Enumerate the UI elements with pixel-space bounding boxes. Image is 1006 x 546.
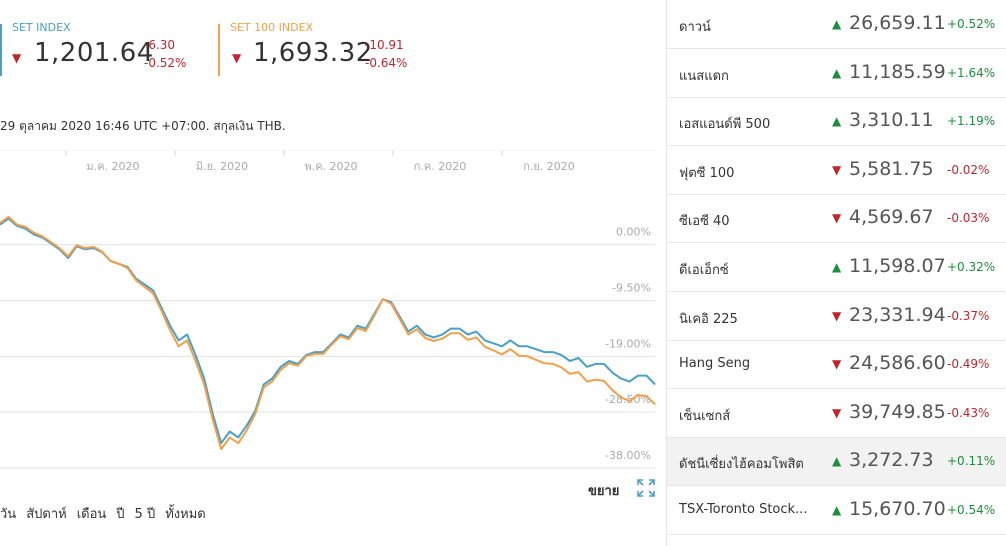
down-arrow-icon: ▼ xyxy=(832,308,842,323)
market-change-pct: +1.19% xyxy=(947,114,996,129)
market-change-pct: +0.54% xyxy=(947,503,996,517)
up-arrow-icon: ▲ xyxy=(832,114,842,129)
market-name: TSX-Toronto Stock... xyxy=(679,502,808,517)
x-tick-label: ม.ค. 2020 xyxy=(86,160,139,173)
market-value: 15,670.70 xyxy=(849,498,946,520)
expand-button[interactable]: ขยาย xyxy=(588,484,620,499)
market-name: ดัชนีเซี่ยงไฮ้คอมโพสิต xyxy=(679,457,804,473)
set-index-name: SET INDEX xyxy=(12,21,71,34)
market-value: 3,272.73 xyxy=(849,449,934,472)
index-chart[interactable]: ม.ค. 2020 มิ.ย. 2020 พ.ค. 2020 ก.ค. 2020 ก.ย… xyxy=(0,150,662,470)
set100-index-name: SET 100 INDEX xyxy=(230,21,314,34)
market-change-pct: +1.64% xyxy=(947,65,996,80)
up-arrow-icon: ▲ xyxy=(832,65,842,80)
market-name: Hang Seng xyxy=(679,356,751,372)
timestamp: 29 ตุลาคม 2020 16:46 UTC +07:00. สกุลเงิ… xyxy=(0,119,286,133)
market-row[interactable]: ดาวน์ ▲ 26,659.11 +0.52% xyxy=(667,1,1006,49)
market-value: 11,185.59 xyxy=(849,60,946,83)
market-row[interactable]: เซ็นเซกส์ ▼ 39,749.85 -0.43% xyxy=(667,390,1006,438)
market-row[interactable]: แนสแดก ▲ 11,185.59 +1.64% xyxy=(667,50,1006,98)
down-arrow-icon: ▼ xyxy=(12,51,22,65)
market-value: 3,310.11 xyxy=(849,109,934,132)
market-name: ซีเอซี 40 xyxy=(679,214,730,230)
market-row[interactable]: Hang Seng ▼ 24,586.60 -0.49% xyxy=(667,341,1006,390)
markets-list: ดาวน์ ▲ 26,659.11 +0.52% แนสแดก ▲ 11,185.59 +1.… xyxy=(666,0,1006,546)
market-row[interactable]: TSX-Toronto Stock... ▲ 15,670.70 +0.54% xyxy=(667,487,1006,535)
market-name: แนสแดก xyxy=(679,68,729,84)
range-option[interactable]: เดือน xyxy=(76,507,107,522)
up-arrow-icon: ▲ xyxy=(832,503,842,517)
market-name: เซ็นเซกส์ xyxy=(679,408,731,424)
market-value: 24,586.60 xyxy=(849,352,946,375)
market-value: 4,569.67 xyxy=(849,206,934,229)
range-option[interactable]: ทั้งหมด xyxy=(165,507,206,522)
market-change-pct: -0.37% xyxy=(947,308,990,323)
index-panel: SET INDEX ▼ 1,201.64 -6.30 -0.52% SET 10… xyxy=(0,21,662,524)
market-change-pct: +0.52% xyxy=(947,17,996,31)
up-arrow-icon: ▲ xyxy=(832,454,842,469)
set-index-change: -6.30 xyxy=(144,38,176,52)
time-range-selector: วัน สัปดาห์ เดือน ปี 5 ปี ทั้งหมด xyxy=(0,503,216,524)
market-row[interactable]: เอสแอนด์พี 500 ▲ 3,310.11 +1.19% xyxy=(667,98,1006,147)
x-tick-label: พ.ค. 2020 xyxy=(304,160,357,173)
range-option[interactable]: วัน xyxy=(0,507,17,522)
range-option[interactable]: ปี xyxy=(116,507,125,522)
set-index-series-line xyxy=(0,217,656,445)
x-tick-label: มิ.ย. 2020 xyxy=(196,160,248,173)
market-value: 26,659.11 xyxy=(849,12,946,34)
market-value: 23,331.94 xyxy=(849,303,946,326)
chart-series xyxy=(0,215,656,451)
market-name: นิเคอิ 225 xyxy=(679,311,738,327)
down-arrow-icon: ▼ xyxy=(832,357,842,372)
chart-grid xyxy=(0,244,655,469)
down-arrow-icon: ▼ xyxy=(832,162,842,177)
expand-icon[interactable] xyxy=(636,478,656,498)
chart-x-ticks: ม.ค. 2020 มิ.ย. 2020 พ.ค. 2020 ก.ค. 2020 ก.ย… xyxy=(0,150,655,173)
x-tick-label: ก.ย. 2020 xyxy=(523,160,575,173)
market-change-pct: -0.03% xyxy=(947,211,990,226)
market-value: 5,581.75 xyxy=(849,157,934,180)
set100-index-series-line xyxy=(0,215,656,451)
y-tick-label: -9.50% xyxy=(612,281,651,294)
market-name: ฟุตซี 100 xyxy=(679,165,735,181)
set100-index-pct: -0.64% xyxy=(365,56,408,70)
market-value: 39,749.85 xyxy=(849,400,946,423)
y-tick-label: -38.00% xyxy=(605,449,651,462)
market-row[interactable]: ดีเอเอ็กซ์ ▲ 11,598.07 +0.32% xyxy=(667,244,1006,292)
set100-index-change: -10.91 xyxy=(365,38,404,52)
down-arrow-icon: ▼ xyxy=(832,405,842,420)
set-index-pct: -0.52% xyxy=(144,56,187,70)
y-tick-label: -19.00% xyxy=(605,337,651,350)
market-change-pct: -0.02% xyxy=(947,162,990,177)
range-option[interactable]: สัปดาห์ xyxy=(26,507,67,522)
market-row[interactable]: นิเคอิ 225 ▼ 23,331.94 -0.37% xyxy=(667,293,1006,341)
set-index-value: 1,201.64 xyxy=(34,38,154,68)
market-row[interactable]: ดัชนีเซี่ยงไฮ้คอมโพสิต ▲ 3,272.73 +0.11% xyxy=(667,438,1006,487)
market-name: ดีเอเอ็กซ์ xyxy=(679,263,729,278)
range-option[interactable]: 5 ปี xyxy=(134,507,156,522)
up-arrow-icon: ▲ xyxy=(832,17,842,31)
set100-index-color-bar xyxy=(218,24,220,76)
market-change-pct: +0.11% xyxy=(947,454,996,469)
market-row[interactable]: ซีเอซี 40 ▼ 4,569.67 -0.03% xyxy=(667,195,1006,244)
set100-index-value: 1,693.32 xyxy=(253,38,373,68)
market-value: 11,598.07 xyxy=(849,255,946,277)
set-index-color-bar xyxy=(0,24,2,76)
down-arrow-icon: ▼ xyxy=(832,211,842,226)
chart-y-ticks: 0.00%-9.50%-19.00%-28.50%-38.00% xyxy=(605,226,651,462)
x-tick-label: ก.ค. 2020 xyxy=(414,160,467,173)
down-arrow-icon: ▼ xyxy=(232,51,242,65)
market-change-pct: -0.49% xyxy=(947,357,990,372)
market-row[interactable]: ฟุตซี 100 ▼ 5,581.75 -0.02% xyxy=(667,147,1006,195)
market-change-pct: -0.43% xyxy=(947,405,990,420)
market-name: เอสแอนด์พี 500 xyxy=(679,117,771,133)
y-tick-label: 0.00% xyxy=(616,226,651,239)
market-change-pct: +0.32% xyxy=(947,260,996,274)
up-arrow-icon: ▲ xyxy=(832,260,842,274)
market-name: ดาวน์ xyxy=(679,20,711,35)
